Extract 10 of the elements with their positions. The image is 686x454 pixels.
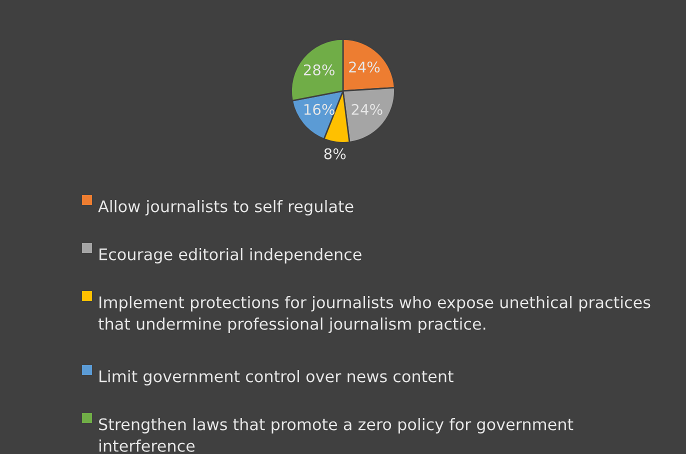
- data-label: 28%: [304, 64, 334, 76]
- legend-label: Implement protections for journalists who expose unethical practices that undermine professional journalism practice.: [98, 296, 650, 333]
- legend-label: Strengthen laws that promote a zero policy for government interference: [99, 418, 574, 452]
- data-label: 16%: [304, 104, 334, 115]
- legend-label: Allow journalists to self regulate: [98, 200, 354, 216]
- data-label: 24%: [349, 62, 380, 73]
- legend-label: Limit government control over news content: [100, 370, 454, 386]
- legend-label: Ecourage editorial independence: [100, 248, 362, 264]
- data-label: 24%: [352, 104, 382, 115]
- data-label: 8%: [324, 148, 346, 160]
